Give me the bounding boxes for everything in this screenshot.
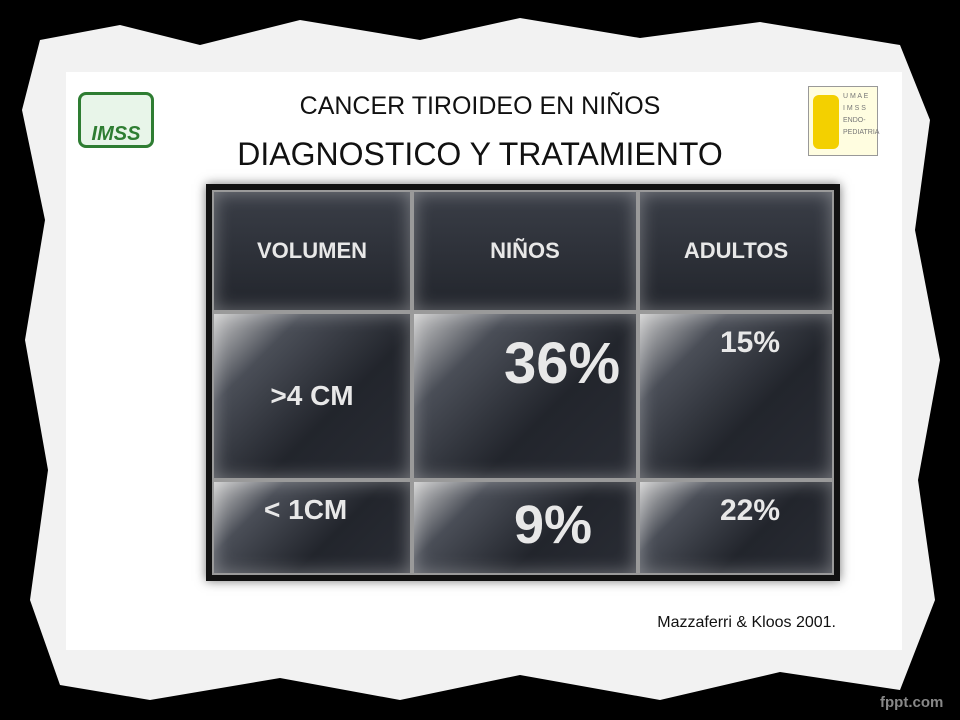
logo-text: IMSS (91, 123, 141, 145)
logo-text: U M A E I M S S ENDO- PEDIATRIA (843, 91, 879, 139)
row-label: < 1CM (212, 480, 412, 575)
watermark: fppt.com (880, 694, 944, 711)
logo-line: U M A E (843, 93, 869, 100)
logo-line: ENDO- (843, 117, 866, 124)
header-cell: NIÑOS (412, 190, 638, 312)
table-cell: 22% (638, 480, 834, 575)
subtitle: DIAGNOSTICO Y TRATAMIENTO (237, 136, 723, 172)
header-cell: VOLUMEN (212, 190, 412, 312)
row-label: >4 CM (212, 312, 412, 480)
title: CANCER TIROIDEO EN NIÑOS (299, 92, 661, 120)
citation: Mazzaferri & Kloos 2001. (657, 614, 836, 631)
umae-logo: U M A E I M S S ENDO- PEDIATRIA (808, 86, 879, 156)
logo-line: PEDIATRIA (843, 129, 880, 136)
imss-logo: IMSS (78, 92, 154, 148)
header-cell: ADULTOS (638, 190, 834, 312)
logo-shape (813, 95, 839, 149)
table-cell: 36% (412, 312, 638, 480)
table: VOLUMEN NIÑOS ADULTOS >4 CM 36% 15% < 1C… (206, 184, 840, 581)
table-cell: 9% (412, 480, 638, 575)
logo-line: I M S S (843, 105, 866, 112)
table-cell: 15% (638, 312, 834, 480)
